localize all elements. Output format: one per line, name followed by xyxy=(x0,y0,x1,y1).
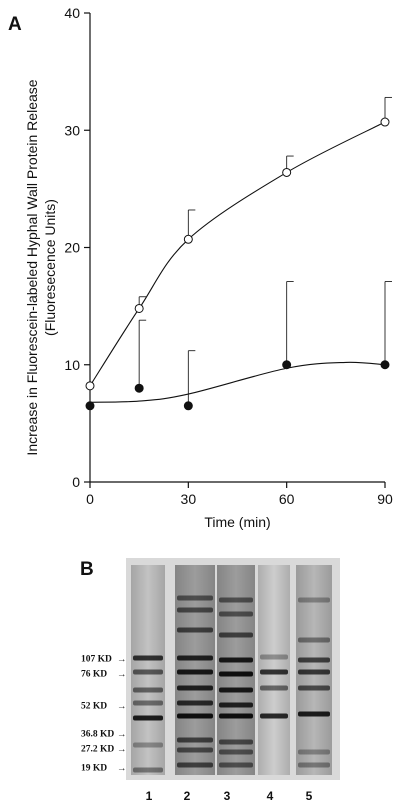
gel-band xyxy=(219,713,253,719)
gel-lane-4 xyxy=(258,565,290,775)
gel-band xyxy=(298,637,330,643)
marker-arrow: → xyxy=(117,702,127,712)
y-axis-title-line-1: Increase in Fluorescein-labeled Hyphal W… xyxy=(24,79,40,455)
gel-band xyxy=(177,607,213,613)
gel-band xyxy=(219,749,253,755)
gel-band xyxy=(219,597,253,603)
filled-data-point xyxy=(380,360,390,370)
gel-lanes xyxy=(131,565,332,775)
gel-band xyxy=(177,737,213,743)
x-axis-title: Time (min) xyxy=(204,514,270,530)
filled-data-point xyxy=(134,383,144,393)
x-tick-label: 0 xyxy=(86,491,94,507)
filled-data-point xyxy=(85,401,95,411)
panel-a-letter: A xyxy=(8,14,22,35)
gel-band xyxy=(177,747,213,753)
gel-lane-3 xyxy=(217,565,255,775)
data-points xyxy=(85,117,390,411)
marker-label: 52 KD xyxy=(81,702,107,712)
fit-curves xyxy=(89,121,386,403)
gel-band xyxy=(298,657,330,663)
y-tick-label: 30 xyxy=(64,122,80,138)
lane-number: 1 xyxy=(146,789,153,803)
gel-band xyxy=(219,657,253,663)
gel-band xyxy=(260,669,288,675)
marker-label: 27.2 KD xyxy=(81,745,114,755)
open-data-point xyxy=(85,381,95,391)
marker-arrow: → xyxy=(117,730,127,740)
gel-band xyxy=(133,655,163,661)
gel-band xyxy=(219,632,253,638)
x-tick-label: 90 xyxy=(377,491,393,507)
filled-data-point xyxy=(282,360,292,370)
gel-band xyxy=(219,671,253,677)
open-data-point xyxy=(183,234,193,244)
marker-arrow: → xyxy=(117,764,127,774)
lane-number: 3 xyxy=(224,789,231,803)
lane-number: 4 xyxy=(267,789,274,803)
y-tick-label: 10 xyxy=(64,357,80,373)
gel-band xyxy=(298,685,330,691)
gel-band xyxy=(260,713,288,719)
fit-curve-series-2 xyxy=(89,361,386,403)
gel-band xyxy=(219,687,253,693)
x-tick-label: 30 xyxy=(181,491,197,507)
gel-band xyxy=(177,669,213,675)
gel-band xyxy=(298,749,330,755)
gel-lane-2 xyxy=(175,565,215,775)
marker-label: 36.8 KD xyxy=(81,730,114,740)
gel-band xyxy=(133,687,163,693)
gel-band xyxy=(133,715,163,721)
gel-band xyxy=(133,700,163,706)
gel-band xyxy=(298,669,330,675)
marker-arrow: → xyxy=(117,655,127,665)
marker-arrow: → xyxy=(117,745,127,755)
gel-band xyxy=(260,685,288,691)
marker-label: 19 KD xyxy=(81,764,107,774)
filled-data-point xyxy=(183,401,193,411)
gel-band xyxy=(133,669,163,675)
gel-band xyxy=(177,685,213,691)
gel-band xyxy=(177,627,213,633)
gel-band xyxy=(177,700,213,706)
open-data-point xyxy=(282,167,292,177)
lane-number: 5 xyxy=(306,789,313,803)
gel-band xyxy=(219,702,253,708)
fit-curve-series-1 xyxy=(89,121,386,387)
gel-band xyxy=(260,654,288,660)
y-tick-label: 20 xyxy=(64,240,80,256)
gel-band xyxy=(177,655,213,661)
gel-lane-1 xyxy=(131,565,165,775)
gel-band xyxy=(219,762,253,768)
gel-band xyxy=(219,739,253,745)
lane-number: 2 xyxy=(184,789,191,803)
gel-band xyxy=(133,767,163,773)
open-data-point xyxy=(380,117,390,127)
gel-band xyxy=(298,762,330,768)
sds-page-gel xyxy=(126,558,340,780)
x-tick-label: 60 xyxy=(279,491,295,507)
y-tick-label: 40 xyxy=(64,5,80,21)
y-axis-title-line-2: (Fluoresecence Units) xyxy=(42,199,58,336)
fluorescence-release-chart: 0 30 60 90 0 10 20 30 40 Time (min) Increase in … xyxy=(24,5,393,530)
axis-ticks: 0 30 60 90 0 10 20 30 40 xyxy=(64,5,393,507)
gel-band xyxy=(298,711,330,717)
gel-band xyxy=(177,762,213,768)
molecular-weight-markers: 107 KD →76 KD →52 KD →36.8 KD →27.2 KD →19 KD… xyxy=(81,655,127,775)
gel-band xyxy=(298,597,330,603)
gel-band xyxy=(177,595,213,601)
gel-band xyxy=(133,742,163,748)
gel-lane-5 xyxy=(296,565,332,775)
marker-label: 107 KD xyxy=(81,655,112,665)
marker-arrow: → xyxy=(117,670,127,680)
gel-band xyxy=(219,611,253,617)
y-axis-title: Increase in Fluorescein-labeled Hyphal W… xyxy=(24,79,58,455)
panel-b-letter: B xyxy=(80,559,94,580)
lane-labels: 1 2 3 4 5 xyxy=(146,789,313,803)
y-tick-label: 0 xyxy=(72,474,80,490)
marker-label: 76 KD xyxy=(81,670,107,680)
gel-band xyxy=(177,713,213,719)
open-data-point xyxy=(134,303,144,313)
